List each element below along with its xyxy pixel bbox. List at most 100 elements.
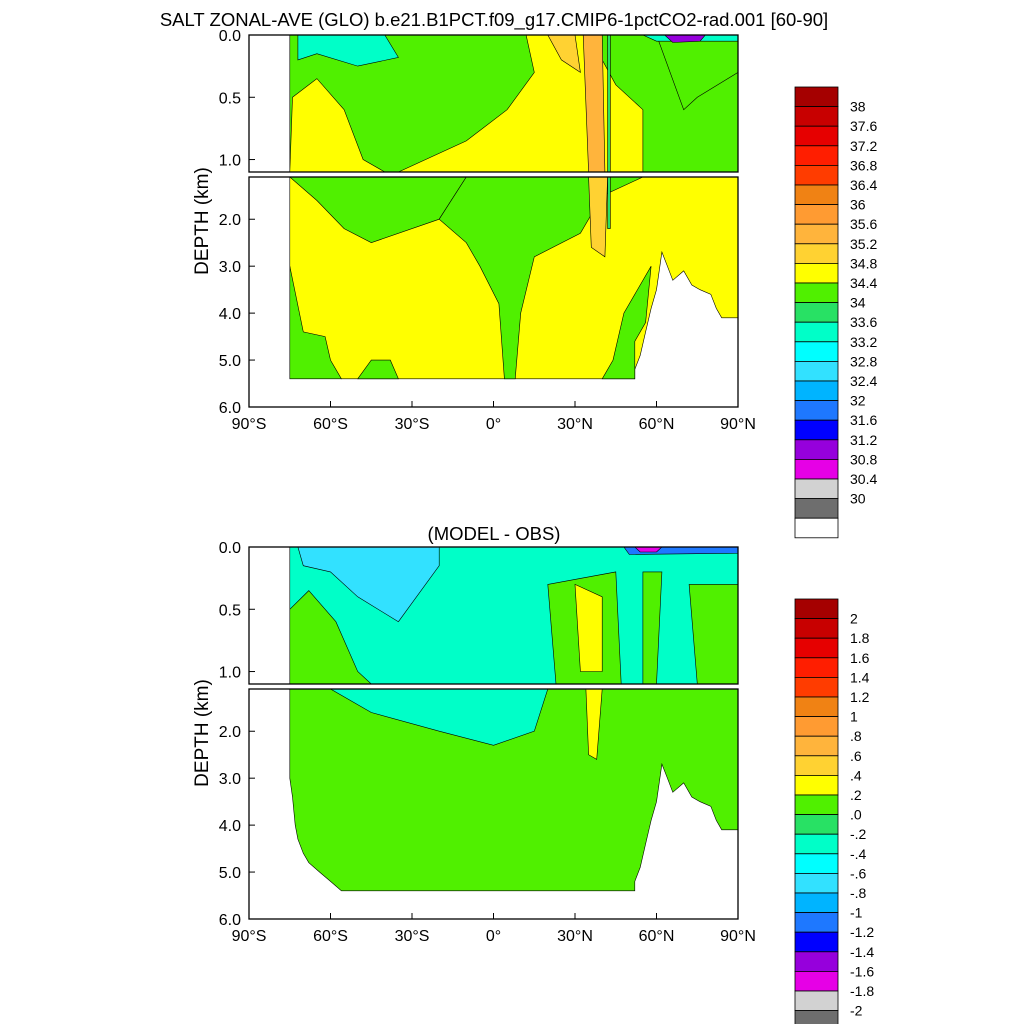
x-tick-label: 0°	[486, 928, 501, 945]
difference-0-arctic	[688, 584, 738, 684]
colorbar-swatch	[794, 931, 839, 953]
colorbar-swatch	[794, 400, 839, 421]
colorbar-swatch	[794, 794, 839, 816]
colorbar-label: .8	[850, 728, 862, 744]
difference-minus-0_2-intermediate	[329, 689, 549, 746]
x-tick-label: 60°S	[313, 928, 348, 945]
salinity-35_6-atlantic	[582, 35, 606, 172]
colorbar-swatch	[794, 419, 839, 441]
y-tick-label: 0.5	[219, 602, 241, 619]
colorbar-swatch	[794, 517, 839, 539]
colorbar-swatch	[794, 775, 839, 796]
y-axis-label: DEPTH (km)	[192, 679, 213, 787]
salinity-34-deep-strait	[607, 177, 611, 229]
colorbar-swatch	[794, 302, 839, 323]
colorbar-label: 32.4	[850, 373, 877, 389]
salinity-35_2-north	[547, 35, 581, 74]
salinity-34_4-south-deep	[289, 266, 342, 380]
salinity-35_2-mediterranean	[588, 177, 608, 258]
colorbar-label: 30	[850, 491, 866, 507]
colorbar-swatch	[794, 164, 839, 186]
y-tick-label: 4.0	[219, 306, 241, 323]
colorbar-swatch	[794, 341, 839, 362]
panel-salinity: 0.0 0.5 1.0 2.0 3.0 4.0 5.0 6.090°S 60°S 30°S 0° 30…	[192, 28, 877, 539]
x-tick-label: 90°S	[232, 416, 267, 433]
colorbar-label: .4	[850, 767, 862, 783]
y-tick-label: 1.0	[219, 153, 241, 170]
x-tick-label: 30°S	[395, 928, 430, 945]
colorbar-swatch	[794, 735, 839, 757]
colorbar-swatch	[794, 243, 839, 264]
colorbar-label: -2	[850, 1003, 863, 1019]
colorbar-swatch	[794, 458, 839, 480]
y-tick-label: 5.0	[219, 865, 241, 882]
colorbar-swatch	[794, 657, 839, 678]
colorbar-label: 34.8	[850, 255, 877, 271]
upper-field	[249, 547, 738, 684]
diff-title: (MODEL - OBS)	[428, 523, 561, 544]
colorbar-swatch	[794, 971, 839, 992]
colorbar-label: 2	[850, 611, 858, 627]
y-tick-label: 5.0	[219, 353, 241, 370]
plots-group: 0.00.51.02.03.04.05.06.090°S 60°S 30°S 0° 30…	[192, 28, 877, 1029]
colorbar-swatch	[794, 833, 839, 855]
colorbar-label: 38	[850, 99, 866, 115]
salinity-patch	[357, 359, 399, 380]
colorbar: 21.81.61.41.21.8.6.4.2.0-.2-.4-.6-.8-1-1…	[794, 598, 874, 1029]
colorbar-swatch	[794, 814, 839, 835]
colorbar-label: 36.4	[850, 177, 877, 193]
colorbar-swatch	[794, 360, 839, 382]
salinity-34_8-south	[289, 78, 386, 172]
x-tick-label: 60°N	[639, 416, 675, 433]
colorbar-label: 1.8	[850, 630, 870, 646]
salinity-arctic-green	[656, 35, 738, 111]
colorbar-swatch	[794, 321, 839, 343]
colorbar-label: 30.4	[850, 471, 877, 487]
colorbar-swatch	[794, 498, 839, 519]
x-tick-label: 60°S	[313, 416, 348, 433]
colorbar-swatch	[794, 912, 839, 933]
colorbar-swatch	[794, 223, 839, 245]
colorbar-label: -1.8	[850, 983, 874, 999]
colorbar-label: 35.2	[850, 236, 877, 252]
x-tick-label: 30°S	[395, 416, 430, 433]
y-tick-label: 0.0	[219, 28, 241, 45]
salinity-34-strait	[607, 35, 611, 172]
colorbar-label: -1.6	[850, 963, 874, 979]
y-tick-label: 4.0	[219, 818, 241, 835]
colorbar-swatch	[794, 637, 839, 659]
colorbar-swatch	[794, 145, 839, 166]
colorbar-label: 35.6	[850, 216, 877, 232]
x-tick-label: 30°N	[557, 928, 593, 945]
x-tick-label: 90°N	[720, 416, 756, 433]
x-tick-label: 60°N	[639, 928, 675, 945]
panel-difference: 0.00.51.02.03.04.05.06.090°S 60°S 30°S 0° 30…	[192, 540, 874, 1029]
colorbar-swatch	[794, 716, 839, 737]
colorbar-swatch	[794, 380, 839, 402]
upper-field	[249, 35, 738, 172]
colorbar-swatch	[794, 990, 839, 1012]
y-tick-label: 1.0	[219, 665, 241, 682]
colorbar-swatch	[794, 618, 839, 639]
colorbar-swatch	[794, 262, 839, 284]
y-tick-label: 2.0	[219, 724, 241, 741]
x-tick-label: 90°S	[232, 928, 267, 945]
colorbar-label: .2	[850, 787, 862, 803]
colorbar-swatch	[794, 439, 839, 460]
upper-panel-frame	[248, 34, 739, 173]
difference-minus-1_4-arctic	[634, 547, 663, 553]
colorbar-swatch	[794, 598, 839, 620]
colorbar-swatch	[794, 951, 839, 972]
difference-0-north	[642, 571, 663, 684]
difference-minus-0_6-south	[297, 547, 440, 623]
salinity-34_8-equator	[398, 35, 644, 172]
colorbar-label: -1	[850, 905, 863, 921]
colorbar-label: 31.6	[850, 412, 877, 428]
colorbar-label: .6	[850, 748, 862, 764]
y-tick-label: 3.0	[219, 771, 241, 788]
colorbar-label: -.2	[850, 826, 867, 842]
salinity-34_4-intermediate	[289, 177, 467, 244]
colorbar-swatch	[794, 1010, 839, 1029]
